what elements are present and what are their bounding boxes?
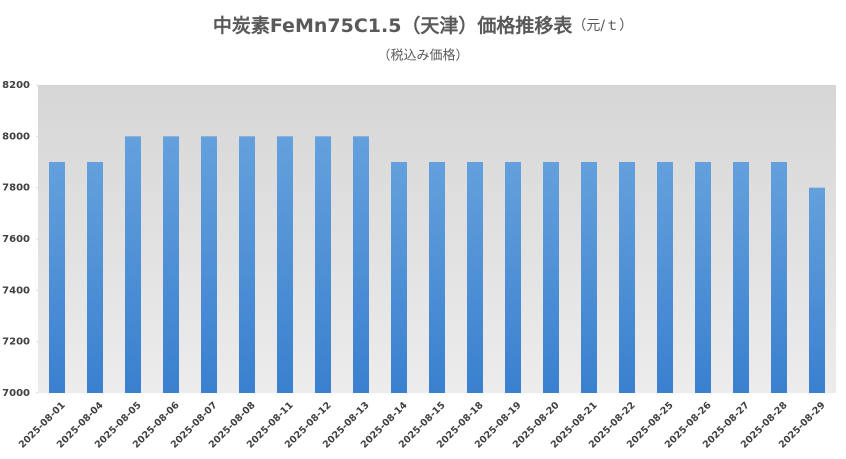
- bar: [163, 136, 179, 394]
- y-tick-label: 8000: [2, 131, 30, 142]
- title-unit: （元/ｔ）: [572, 18, 633, 34]
- y-tick-label: 7400: [2, 285, 30, 296]
- bar: [581, 162, 597, 393]
- bar: [619, 162, 635, 393]
- chart-subtitle: （税込み価格）: [377, 48, 468, 64]
- bar: [809, 187, 825, 393]
- y-tick-label: 8200: [2, 80, 30, 91]
- bar: [239, 136, 255, 394]
- bar: [543, 162, 559, 393]
- bar: [771, 162, 787, 393]
- bar: [125, 136, 141, 394]
- bar: [201, 136, 217, 394]
- bar: [429, 162, 445, 393]
- bar: [315, 136, 331, 394]
- title-main: 中炭素FeMn75C1.5（天津）価格推移表: [213, 14, 574, 37]
- chart-title: 中炭素FeMn75C1.5（天津）価格推移表（元/ｔ）: [213, 14, 633, 37]
- y-tick-label: 7000: [2, 388, 30, 399]
- bar: [657, 162, 673, 393]
- bar: [733, 162, 749, 393]
- y-tick-label: 7200: [2, 337, 30, 348]
- bar: [467, 162, 483, 393]
- bar: [49, 162, 65, 393]
- bar: [505, 162, 521, 393]
- bar: [353, 136, 369, 394]
- bar: [87, 162, 103, 393]
- bar: [391, 162, 407, 393]
- y-tick-label: 7800: [2, 183, 30, 194]
- y-tick-label: 7600: [2, 234, 30, 245]
- bar: [277, 136, 293, 394]
- bar: [695, 162, 711, 393]
